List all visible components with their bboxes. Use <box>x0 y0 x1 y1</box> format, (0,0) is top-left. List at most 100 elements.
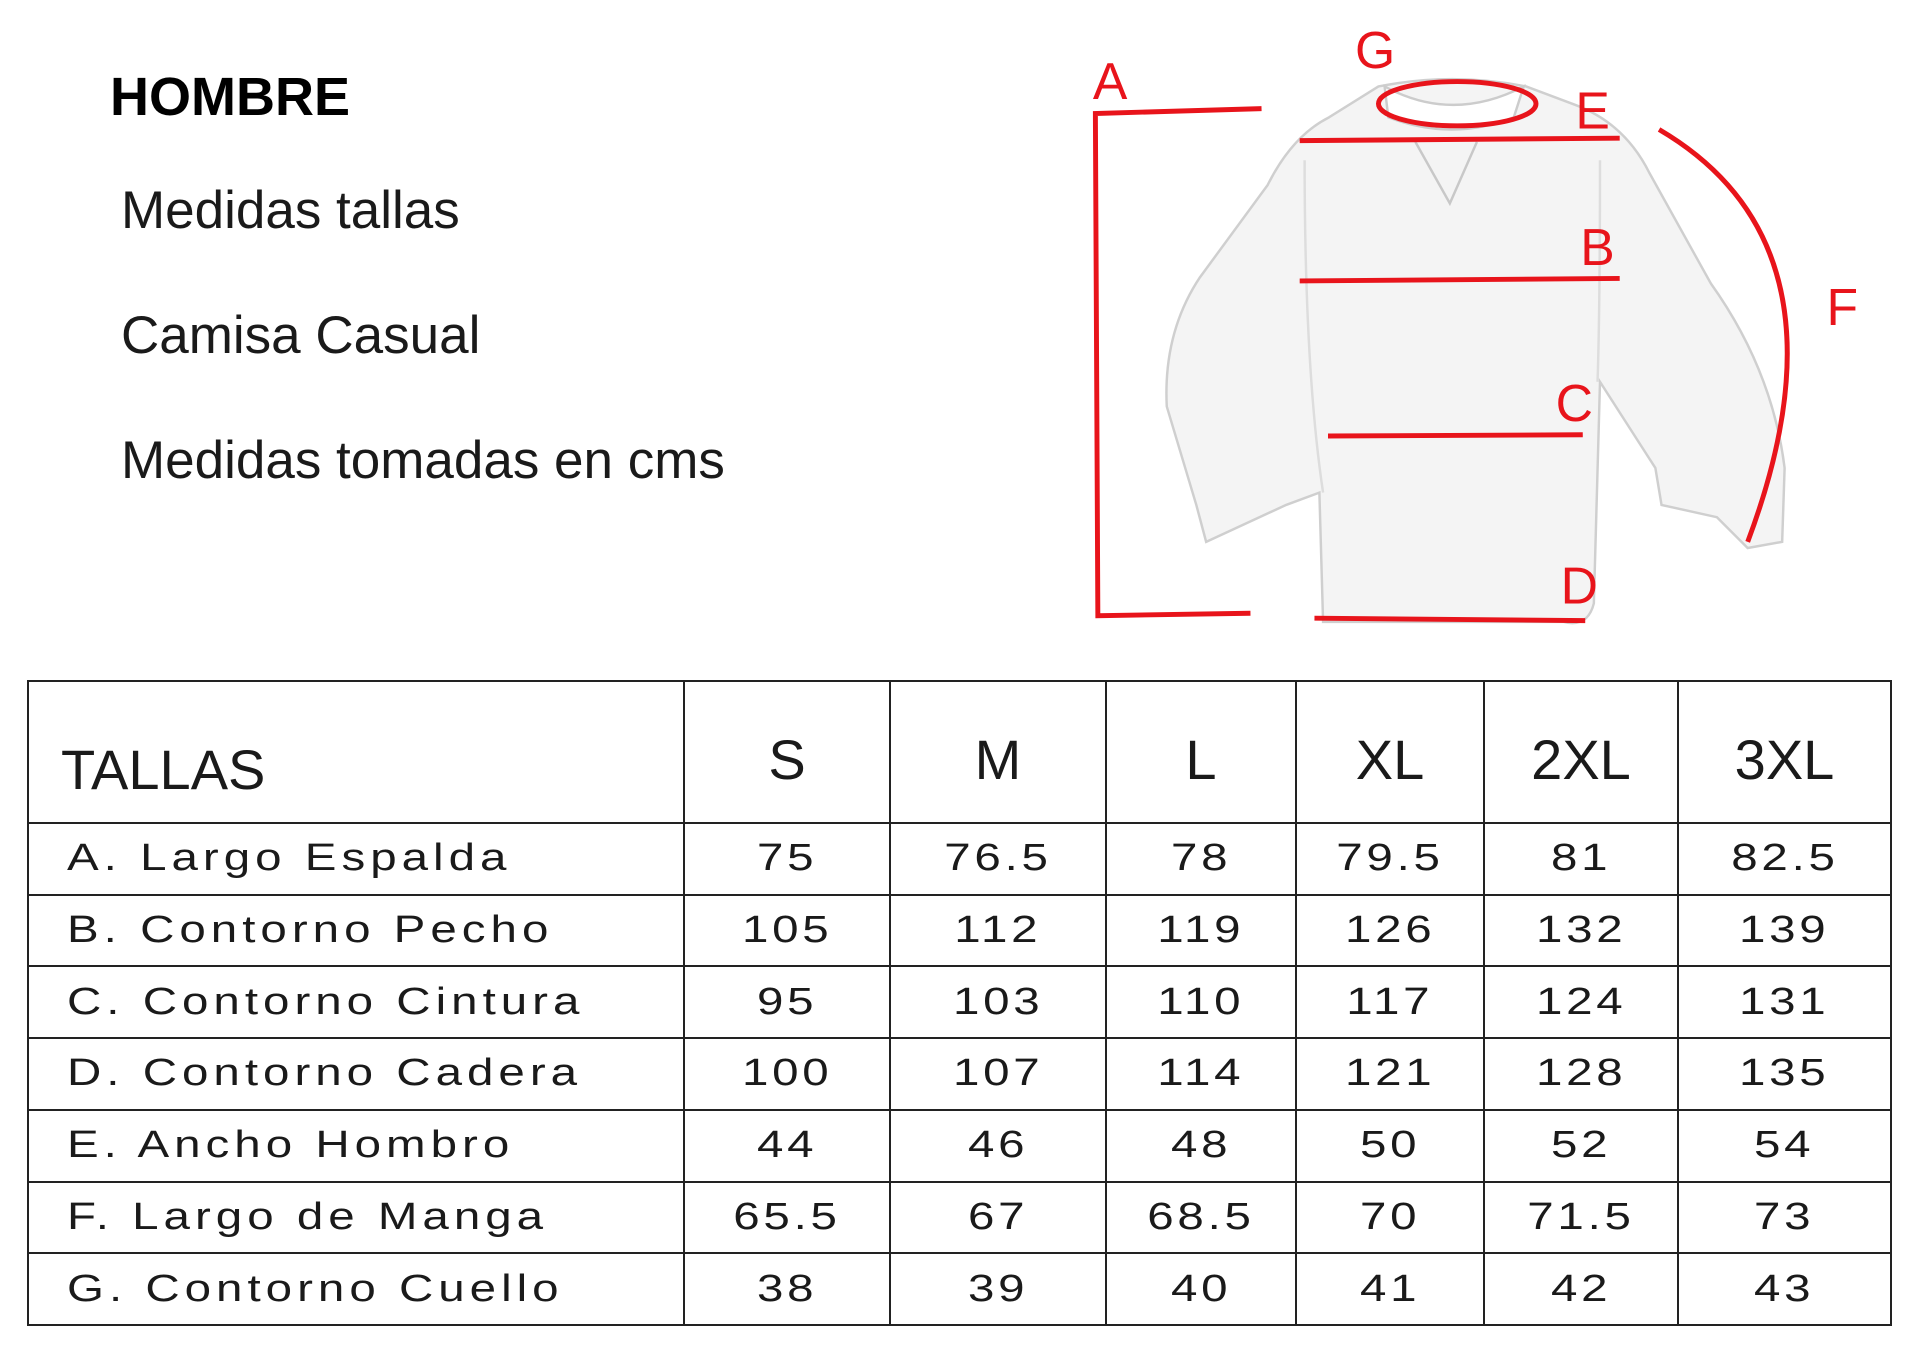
label-d: D <box>1561 556 1598 614</box>
measurement-value: 135 <box>1739 1052 1830 1095</box>
table-row: D. Contorno Cadera 100 107 114 121 128 135 <box>27 1037 1892 1111</box>
measurement-value: 95 <box>756 980 818 1023</box>
header-size-xl: XL <box>1295 680 1485 824</box>
table-row: C. Contorno Cintura 95 103 110 117 124 131 <box>27 965 1892 1040</box>
measurement-value: 70 <box>1359 1195 1421 1238</box>
measurement-value: 128 <box>1535 1052 1627 1095</box>
measurement-value: 124 <box>1535 980 1627 1023</box>
label-a: A <box>1093 52 1128 110</box>
table-header-row: TALLAS S M L XL 2XL 3XL <box>27 680 1892 824</box>
measurement-cell: 100 <box>683 1037 891 1111</box>
measurement-cell: 71.5 <box>1483 1180 1679 1255</box>
measurement-cell: 132 <box>1483 893 1679 968</box>
row-label: E. Ancho Hombro <box>27 1108 685 1183</box>
measurement-cell: 107 <box>889 1037 1107 1111</box>
subtitle-camisa-casual: Camisa Casual <box>121 306 481 365</box>
measurement-cell: 75 <box>683 822 891 896</box>
row-label: G. Contorno Cuello <box>27 1252 685 1326</box>
subtitle-medidas-cms: Medidas tomadas en cms <box>121 431 725 490</box>
measurement-cell: 105 <box>683 893 891 968</box>
measurement-cell: 110 <box>1105 965 1297 1040</box>
label-g: G <box>1355 21 1395 79</box>
measurement-value: 100 <box>741 1052 833 1095</box>
table-row: A. Largo Espalda 75 76.5 78 79.5 81 82.5 <box>27 822 1892 896</box>
measurement-cell: 67 <box>889 1180 1107 1255</box>
row-label-text: C. Contorno Cintura <box>67 980 585 1023</box>
measurement-value: 79.5 <box>1336 837 1444 880</box>
measurement-cell: 81 <box>1483 822 1679 896</box>
measurement-value: 126 <box>1344 909 1436 952</box>
shirt-illustration <box>1165 77 1786 625</box>
measurement-value: 71.5 <box>1527 1195 1635 1238</box>
measurement-value: 68.5 <box>1147 1195 1255 1238</box>
row-label: F. Largo de Manga <box>27 1180 685 1255</box>
measurement-cell: 54 <box>1677 1108 1892 1183</box>
table-row: E. Ancho Hombro 44 46 48 50 52 54 <box>27 1108 1892 1183</box>
measurement-cell: 42 <box>1483 1252 1679 1326</box>
measurement-cell: 46 <box>889 1108 1107 1183</box>
measurement-value: 119 <box>1157 909 1245 952</box>
table-row: G. Contorno Cuello 38 39 40 41 42 43 <box>27 1252 1892 1326</box>
measurement-value: 67 <box>967 1195 1029 1238</box>
row-label: B. Contorno Pecho <box>27 893 685 968</box>
measurement-cell: 41 <box>1295 1252 1485 1326</box>
measurement-cell: 65.5 <box>683 1180 891 1255</box>
measurement-cell: 52 <box>1483 1108 1679 1183</box>
table-row: F. Largo de Manga 65.5 67 68.5 70 71.5 73 <box>27 1180 1892 1255</box>
subtitle-medidas-tallas: Medidas tallas <box>121 181 460 240</box>
measurement-value: 121 <box>1344 1052 1436 1095</box>
label-c: C <box>1556 374 1593 432</box>
measurement-value: 50 <box>1359 1124 1421 1167</box>
row-label: C. Contorno Cintura <box>27 965 685 1040</box>
measurement-value: 82.5 <box>1730 837 1839 880</box>
header-size-s: S <box>683 680 891 824</box>
measurement-cell: 119 <box>1105 893 1297 968</box>
row-label-text: A. Largo Espalda <box>67 837 512 880</box>
measurement-cell: 139 <box>1677 893 1892 968</box>
measurement-cell: 95 <box>683 965 891 1040</box>
shirt-measurement-diagram: A B C D E F G <box>1092 21 1858 625</box>
page-title: HOMBRE <box>110 67 350 127</box>
measurement-value: 105 <box>741 909 833 952</box>
measurement-cell: 40 <box>1105 1252 1297 1326</box>
measurement-value: 107 <box>952 1052 1044 1095</box>
header-size-3xl: 3XL <box>1677 680 1892 824</box>
measurement-cell: 79.5 <box>1295 822 1485 896</box>
header-size-l: L <box>1105 680 1297 824</box>
measurement-value: 76.5 <box>944 837 1052 880</box>
label-f: F <box>1826 278 1858 336</box>
measurement-cell: 126 <box>1295 893 1485 968</box>
label-e: E <box>1575 81 1609 139</box>
row-label-text: E. Ancho Hombro <box>67 1124 515 1167</box>
measurement-cell: 70 <box>1295 1180 1485 1255</box>
measurement-value: 65.5 <box>733 1195 841 1238</box>
measurement-value: 54 <box>1754 1124 1815 1167</box>
measurement-cell: 43 <box>1677 1252 1892 1326</box>
row-label: A. Largo Espalda <box>27 822 685 896</box>
measurement-cell: 76.5 <box>889 822 1107 896</box>
header-size-2xl: 2XL <box>1483 680 1679 824</box>
row-label-text: B. Contorno Pecho <box>67 909 554 952</box>
measurement-value: 73 <box>1754 1195 1815 1238</box>
measurement-cell: 117 <box>1295 965 1485 1040</box>
header-size-m: M <box>889 680 1107 824</box>
measurement-value: 43 <box>1754 1267 1815 1310</box>
row-label-text: G. Contorno Cuello <box>67 1267 564 1310</box>
measurement-cell: 38 <box>683 1252 891 1326</box>
measurement-value: 48 <box>1170 1124 1232 1167</box>
measurement-value: 78 <box>1170 837 1232 880</box>
measurement-value: 44 <box>756 1124 818 1167</box>
measurement-cell: 78 <box>1105 822 1297 896</box>
label-b: B <box>1580 218 1614 276</box>
measurement-value: 112 <box>954 909 1042 952</box>
size-chart-table: TALLAS S M L XL 2XL 3XL A. Largo Espalda… <box>27 680 1892 1326</box>
measurement-cell: 131 <box>1677 965 1892 1040</box>
measurement-cell: 103 <box>889 965 1107 1040</box>
row-label-text: D. Contorno Cadera <box>67 1052 583 1095</box>
measurement-cell: 68.5 <box>1105 1180 1297 1255</box>
measurement-cell: 121 <box>1295 1037 1485 1111</box>
measurement-value: 40 <box>1170 1267 1232 1310</box>
measurement-cell: 73 <box>1677 1180 1892 1255</box>
measurement-value: 110 <box>1157 980 1245 1023</box>
measurement-value: 75 <box>756 837 818 880</box>
